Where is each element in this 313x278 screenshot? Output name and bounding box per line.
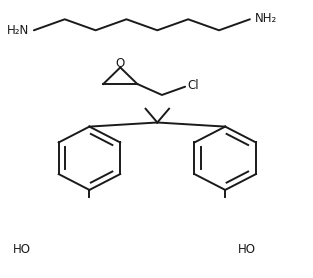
Text: NH₂: NH₂: [254, 12, 277, 25]
Text: HO: HO: [13, 243, 31, 255]
Text: HO: HO: [238, 243, 256, 255]
Text: O: O: [116, 57, 125, 70]
Text: Cl: Cl: [187, 80, 199, 92]
Text: H₂N: H₂N: [7, 24, 29, 37]
